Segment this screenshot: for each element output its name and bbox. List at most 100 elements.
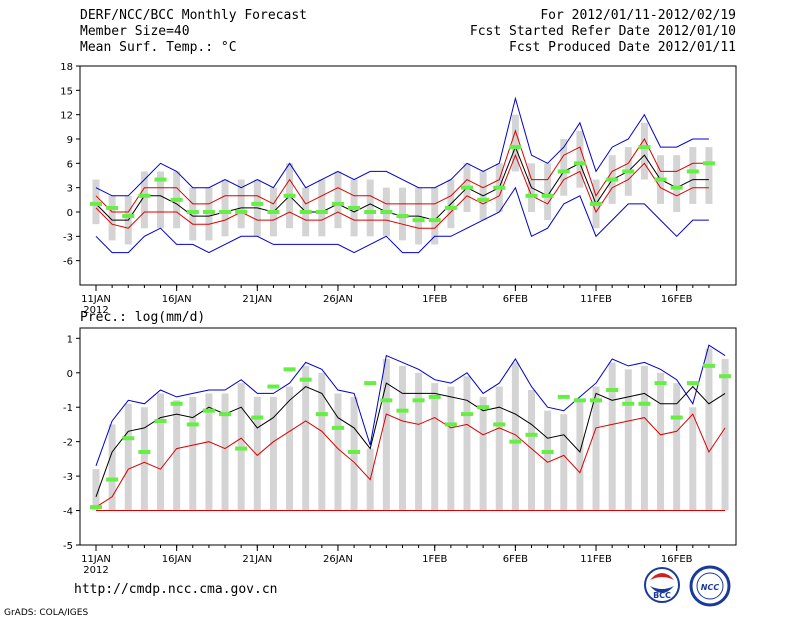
x-tick-label: 16FEB	[661, 554, 693, 565]
forecast-marker	[315, 412, 328, 417]
forecast-marker	[590, 398, 603, 403]
variable-label: Mean Surf. Temp.: °C	[80, 40, 237, 55]
y-tick-label: 3	[67, 184, 73, 195]
forecast-marker	[654, 177, 667, 182]
grads-credit: GrADS: COLA/IGES	[4, 608, 89, 618]
ncc-logo: NCC	[689, 565, 731, 607]
spread-box	[189, 187, 197, 241]
forecast-marker	[364, 210, 377, 214]
max-line	[95, 344, 726, 466]
footer-url: http://cmdp.ncc.cma.gov.cn	[74, 582, 278, 597]
forecast-marker	[428, 394, 441, 399]
x-tick-label: 11JAN	[81, 554, 111, 565]
forecast-marker	[509, 145, 522, 150]
spread-box	[673, 155, 681, 212]
forecast-marker	[348, 205, 361, 210]
spread-box	[560, 414, 568, 511]
spread-box	[415, 372, 423, 511]
x-tick-label: 11FEB	[580, 294, 612, 305]
forecast-marker	[493, 422, 506, 427]
forecast-marker	[509, 439, 522, 444]
forecast-marker	[719, 374, 732, 379]
x-tick-label: 11FEB	[580, 554, 612, 565]
y-tick-label: 1	[67, 334, 73, 345]
forecast-marker	[606, 388, 619, 392]
forecast-marker	[122, 436, 135, 441]
spread-box	[640, 122, 648, 180]
year-label: 2012	[83, 565, 108, 576]
bcc-logo-text: BCC	[653, 591, 671, 600]
spread-box	[366, 179, 374, 237]
forecast-marker	[267, 210, 280, 214]
spread-box	[544, 163, 552, 221]
x-tick-label: 1FEB	[422, 554, 447, 565]
spread-box	[624, 369, 632, 511]
y-tick-label: 6	[67, 159, 73, 170]
spread-box	[189, 396, 197, 511]
forecast-marker	[154, 177, 167, 182]
bcc-logo: BCC	[644, 567, 680, 603]
spread-box	[608, 362, 616, 511]
spread-box	[447, 386, 455, 511]
spread-box	[157, 393, 165, 511]
spread-box	[221, 393, 229, 511]
forecast-marker	[606, 177, 619, 182]
forecast-marker	[299, 210, 312, 214]
spread-box	[205, 187, 213, 241]
x-tick-label: 26JAN	[323, 294, 353, 305]
forecast-marker	[590, 201, 603, 206]
forecast-marker	[396, 408, 409, 413]
spread-box	[495, 386, 503, 511]
forecast-marker	[90, 505, 102, 510]
header-right: For 2012/01/11-2012/02/19 Fcst Started Re…	[470, 8, 736, 56]
forecast-marker	[670, 185, 683, 190]
forecast-marker	[477, 405, 490, 410]
forecast-marker	[525, 432, 538, 437]
forecast-marker	[380, 210, 393, 214]
forecast-marker	[444, 422, 457, 427]
forecast-marker	[380, 398, 393, 403]
spread-box	[205, 393, 213, 511]
spread-box	[705, 348, 713, 511]
y-tick-label: 9	[67, 135, 73, 146]
lower-line	[95, 153, 709, 229]
forecast-marker	[622, 401, 635, 406]
forecast-marker	[219, 210, 232, 214]
spread-box	[237, 179, 245, 229]
forecast-marker	[557, 169, 570, 174]
spread-box	[640, 365, 648, 511]
x-tick-label: 16JAN	[162, 294, 192, 305]
forecast-marker	[460, 185, 473, 190]
temperature-chart: -6 -3 0 3 6 9 12 15 18 11JAN 16JAN 21JAN 26JAN 1FEB 6F…	[60, 62, 737, 316]
min-line	[95, 413, 726, 508]
spread-box	[576, 400, 584, 511]
forecast-marker	[106, 477, 119, 482]
spread-box	[318, 372, 326, 511]
forecast-marker	[90, 201, 102, 206]
forecast-marker	[331, 201, 344, 206]
forecast-marker	[702, 363, 715, 368]
forecast-marker	[702, 161, 715, 166]
spread-box	[431, 187, 439, 245]
spread-box	[269, 396, 277, 511]
y-tick-label: -4	[63, 507, 73, 518]
forecast-marker	[202, 210, 215, 214]
forecast-marker	[235, 210, 248, 214]
spread-box	[657, 372, 665, 511]
precip-label: Prec.: log(mm/d)	[80, 310, 206, 325]
x-tick-label: 1FEB	[422, 294, 447, 305]
forecast-started: Fcst Started Refer Date 2012/01/10	[469, 24, 736, 39]
forecast-marker	[170, 401, 183, 406]
spread-box	[382, 359, 390, 511]
forecast-marker	[235, 446, 248, 451]
forecast-marker	[186, 422, 199, 427]
forecast-marker	[686, 381, 699, 386]
forecast-marker	[686, 169, 699, 174]
spread-box	[221, 179, 229, 237]
forecast-marker	[460, 412, 473, 417]
plot-frame	[79, 327, 737, 546]
forecast-marker	[202, 408, 215, 413]
y-tick-label: 12	[60, 111, 73, 122]
forecast-marker	[638, 145, 651, 150]
